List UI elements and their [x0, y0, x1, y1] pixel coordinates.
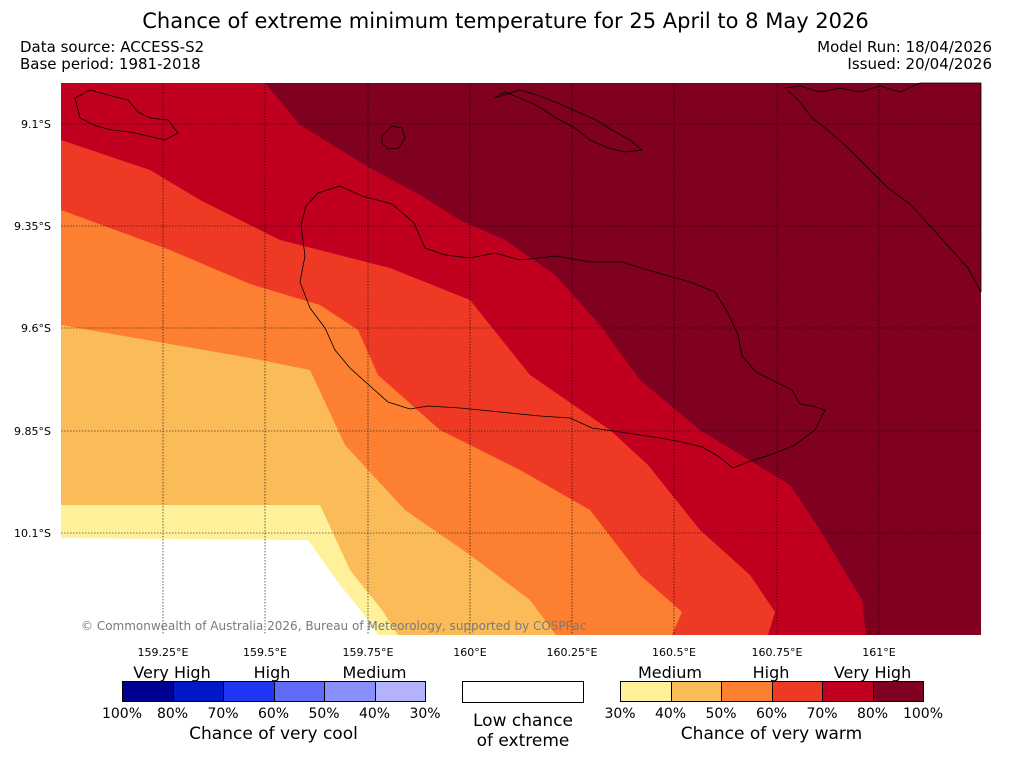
- warm-swatch: [822, 681, 874, 702]
- copyright-text: © Commonwealth of Australia 2026, Bureau…: [81, 619, 586, 633]
- warm-tick-label: 100%: [902, 706, 944, 722]
- longitude-labels: 159.25°E 159.5°E 159.75°E 160°E 160.25°E…: [138, 646, 896, 659]
- lat-label: 10.1°S: [14, 527, 51, 540]
- lon-label: 161°E: [862, 646, 895, 659]
- low-chance-line1: Low chance: [473, 711, 573, 731]
- lat-label: 9.6°S: [21, 322, 51, 335]
- cool-tick-label: 100%: [101, 706, 143, 722]
- warm-swatch: [771, 681, 823, 702]
- lon-label: 160.75°E: [752, 646, 803, 659]
- cool-tick-label: 60%: [257, 706, 290, 722]
- lon-label: 159.5°E: [243, 646, 287, 659]
- warm-tick-label: 50%: [705, 706, 737, 722]
- warm-tick-label: 80%: [856, 706, 889, 722]
- cool-caption: Chance of very cool: [189, 724, 358, 744]
- warm-heading-high: High: [752, 663, 790, 682]
- cool-heading-very-high: Very High: [133, 663, 211, 682]
- lon-label: 159.75°E: [343, 646, 394, 659]
- lon-label: 160.5°E: [652, 646, 696, 659]
- lat-label: 9.1°S: [21, 118, 51, 131]
- graticule: [61, 83, 981, 635]
- warm-swatch: [620, 681, 672, 702]
- warm-tick-label: 40%: [654, 706, 687, 722]
- cool-swatch: [324, 681, 376, 702]
- cool-swatch: [172, 681, 224, 702]
- coastline-savo-island: [381, 125, 406, 150]
- coastlines: [74, 82, 982, 469]
- cool-tick-label: 40%: [358, 706, 391, 722]
- warm-tick-label: 60%: [755, 706, 788, 722]
- model-run-text: Model Run: 18/04/2026: [817, 38, 992, 56]
- map-title: Chance of extreme minimum temperature fo…: [142, 9, 869, 33]
- latitude-labels: 9.1°S 9.35°S 9.6°S 9.85°S 10.1°S: [14, 118, 51, 540]
- cool-swatch: [273, 681, 325, 702]
- low-chance-line2: of extreme: [476, 731, 570, 751]
- lon-label: 159.25°E: [138, 646, 189, 659]
- band-warm-80-100: [265, 83, 981, 635]
- coastline-malaita: [784, 82, 982, 293]
- warm-swatch: [721, 681, 773, 702]
- base-period-text: Base period: 1981-2018: [20, 55, 201, 73]
- metadata-right: Model Run: 18/04/2026 Issued: 20/04/2026: [817, 39, 992, 73]
- lon-label: 160.25°E: [547, 646, 598, 659]
- cool-swatch: [223, 681, 275, 702]
- cool-heading-high: High: [253, 663, 291, 682]
- lat-label: 9.35°S: [14, 220, 51, 233]
- cool-swatch: [122, 681, 174, 702]
- coastline-guadalcanal: [299, 185, 826, 469]
- probability-bands: [61, 83, 981, 635]
- coastline-north-islands: [493, 89, 643, 153]
- warm-swatch: [872, 681, 924, 702]
- warm-tick-label: 30%: [604, 706, 636, 722]
- warm-tick-label: 70%: [806, 706, 838, 722]
- cool-tick-label: 30%: [409, 706, 441, 722]
- low-chance-swatch: [462, 681, 584, 703]
- cool-tick-label: 80%: [156, 706, 189, 722]
- cool-swatch: [374, 681, 426, 702]
- lon-label: 160°E: [453, 646, 486, 659]
- data-source-text: Data source: ACCESS-S2: [20, 38, 205, 56]
- lat-label: 9.85°S: [14, 425, 51, 438]
- warm-heading-medium: Medium: [638, 663, 702, 682]
- low-chance-caption: Low chance of extreme: [448, 711, 598, 751]
- warm-caption: Chance of very warm: [680, 724, 863, 744]
- metadata-left: Data source: ACCESS-S2 Base period: 1981…: [20, 39, 204, 73]
- coastline-florida-islands: [74, 89, 179, 141]
- warm-swatch: [670, 681, 722, 702]
- cool-tick-label: 70%: [207, 706, 239, 722]
- cool-heading-medium: Medium: [342, 663, 407, 682]
- warm-heading-very-high: Very High: [833, 663, 912, 682]
- issued-text: Issued: 20/04/2026: [847, 55, 992, 73]
- cool-tick-label: 50%: [308, 706, 340, 722]
